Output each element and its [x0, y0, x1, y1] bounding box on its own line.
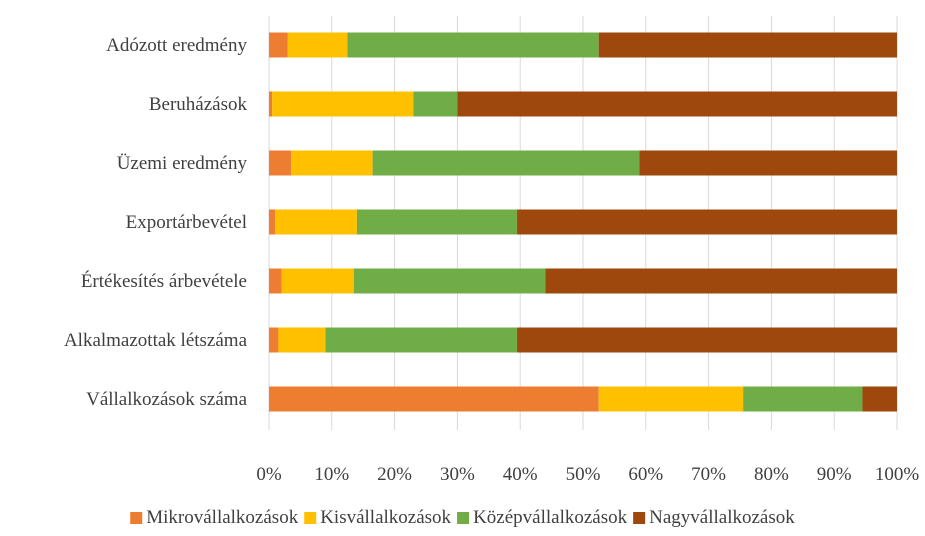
- bar-segment: [372, 150, 640, 176]
- bar-segment: [356, 209, 518, 235]
- bar-segment: [269, 386, 599, 412]
- x-axis-tick-labels: 0% 10% 20% 30% 40% 50% 60% 70% 80% 90% 100%: [256, 464, 919, 485]
- x-tick-label: 0%: [256, 464, 282, 485]
- x-tick-label: 20%: [377, 464, 412, 485]
- category-label: Beruházások: [149, 94, 248, 115]
- bar-segment: [269, 91, 273, 117]
- x-tick-label: 100%: [875, 464, 920, 485]
- legend-item: Mikrovállalkozások: [130, 507, 299, 528]
- category-labels: Adózott eredmény Beruházások Üzemi eredmén…: [64, 35, 248, 410]
- legend-label: Mikrovállalkozások: [146, 507, 298, 528]
- bar-segment: [278, 327, 326, 353]
- bar-segment: [413, 91, 458, 117]
- x-tick-label: 30%: [440, 464, 475, 485]
- legend-item: Kisvállalkozások: [304, 507, 452, 528]
- legend-swatch: [304, 512, 317, 524]
- category-label: Exportárbevétel: [126, 212, 247, 233]
- bar-segment: [269, 327, 279, 353]
- bar-segment: [545, 268, 897, 294]
- bar-segment: [325, 327, 518, 353]
- category-label: Vállalkozások száma: [86, 389, 247, 410]
- bar-segment: [517, 209, 897, 235]
- bar-segment: [862, 386, 897, 412]
- legend-item: Középvállalkozások: [457, 507, 628, 528]
- bar-segment: [517, 327, 897, 353]
- x-tick-label: 10%: [314, 464, 349, 485]
- bar-segment: [287, 32, 348, 58]
- bar-segment: [272, 91, 414, 117]
- bar-segment: [269, 209, 276, 235]
- bar-segment: [598, 386, 744, 412]
- legend-label: Középvállalkozások: [473, 507, 628, 528]
- legend-swatch: [633, 512, 646, 524]
- legend-swatch: [130, 512, 143, 524]
- bar-segment: [269, 32, 288, 58]
- bar-segment: [269, 150, 291, 176]
- bar-group: [269, 32, 897, 412]
- bar-segment: [457, 91, 897, 117]
- bar-segment: [347, 32, 599, 58]
- bar-segment: [743, 386, 863, 412]
- x-tick-label: 40%: [503, 464, 538, 485]
- legend-label: Nagyvállalkozások: [649, 507, 795, 528]
- bar-segment: [281, 268, 354, 294]
- legend-item: Nagyvállalkozások: [633, 507, 795, 528]
- x-tick-label: 80%: [754, 464, 789, 485]
- bar-segment: [269, 268, 282, 294]
- legend: Mikrovállalkozások Kisvállalkozások Középv…: [130, 507, 795, 528]
- bar-segment: [353, 268, 546, 294]
- bar-segment: [275, 209, 357, 235]
- x-tick-label: 70%: [691, 464, 726, 485]
- bar-segment: [598, 32, 897, 58]
- category-label: Értékesítés árbevétele: [81, 270, 247, 292]
- category-label: Alkalmazottak létszáma: [64, 330, 248, 351]
- x-tick-label: 90%: [817, 464, 852, 485]
- x-tick-label: 50%: [566, 464, 601, 485]
- category-label: Üzemi eredmény: [117, 153, 248, 174]
- bar-segment: [639, 150, 897, 176]
- x-tick-label: 60%: [628, 464, 663, 485]
- bar-segment: [290, 150, 373, 176]
- legend-label: Kisvállalkozások: [320, 507, 451, 528]
- legend-swatch: [457, 512, 470, 524]
- category-label: Adózott eredmény: [106, 35, 247, 56]
